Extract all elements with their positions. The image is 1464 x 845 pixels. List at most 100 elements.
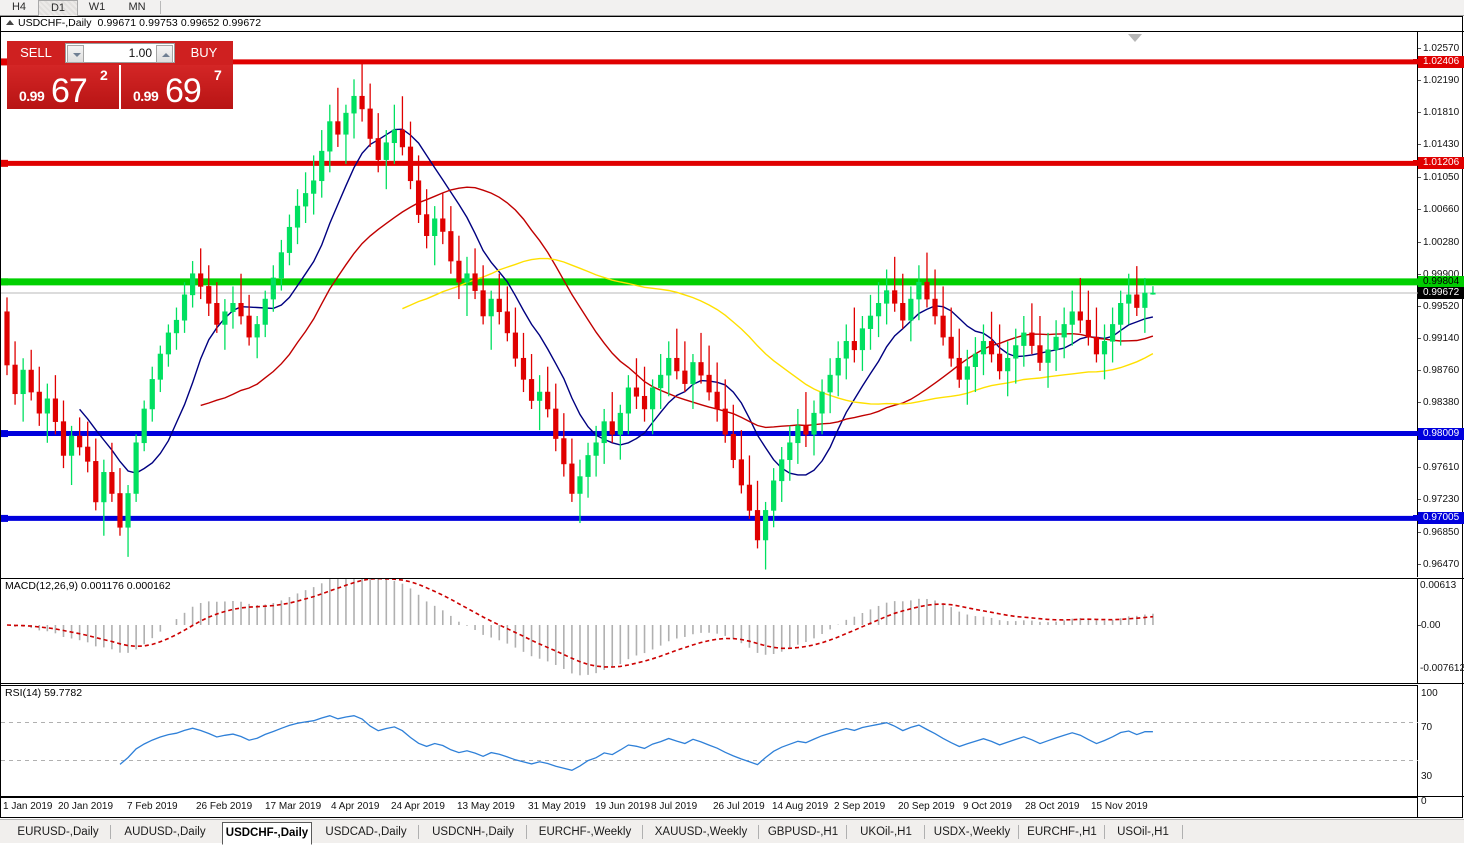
- volume-decrease-button[interactable]: [67, 45, 84, 63]
- price-tick: 0.98380: [1418, 397, 1464, 408]
- tag-nub-icon: [1413, 58, 1418, 64]
- tab-separator: [1104, 825, 1105, 839]
- sell-price-prefix: 0.99: [19, 88, 45, 104]
- rsi-pane[interactable]: RSI(14) 59.7782: [1, 685, 1418, 797]
- tick-dash: [1418, 531, 1421, 533]
- tab-separator: [1182, 825, 1183, 839]
- price-tick: 1.02190: [1418, 75, 1464, 86]
- price-tag-red[interactable]: 1.02406: [1413, 55, 1464, 68]
- chart-tab-usdcnh-4[interactable]: USDCNH-,Daily: [432, 826, 514, 838]
- price-tick-label: 0.99140: [1423, 332, 1460, 344]
- price-tick-label: 1.00280: [1423, 236, 1460, 248]
- chart-tab-eurchf-5[interactable]: EURCHF-,Weekly: [538, 826, 632, 838]
- price-pane[interactable]: [1, 31, 1418, 577]
- macd-tick: -0.007612: [1418, 663, 1464, 674]
- macd-pane[interactable]: MACD(12,26,9) 0.001176 0.000162: [1, 578, 1418, 684]
- price-tick-label: 1.01430: [1423, 139, 1460, 151]
- chart-tab-ukoil-8[interactable]: UKOil-,H1: [860, 826, 912, 838]
- chart-tab-usdcad-3[interactable]: USDCAD-,Daily: [325, 826, 407, 838]
- collapse-triangle-icon[interactable]: [6, 19, 14, 25]
- price-scale[interactable]: 1.02570 1.02190 1.01810 1.01430 1.01050 1.006…: [1413, 31, 1464, 577]
- macd-label: MACD(12,26,9) 0.001176 0.000162: [5, 580, 171, 592]
- rsi-label: RSI(14) 59.7782: [5, 687, 83, 699]
- time-tick-label: 28 Oct 2019: [1025, 801, 1080, 812]
- sell-price-box[interactable]: 0.99 67 2: [7, 65, 119, 110]
- rsi-tick-label: 30: [1421, 771, 1433, 782]
- macd-tick: 0.00613: [1418, 580, 1464, 591]
- chevron-down-icon: [73, 53, 81, 57]
- tab-separator: [418, 825, 419, 839]
- chart-tab-gbpusd-7[interactable]: GBPUSD-,H1: [767, 826, 839, 838]
- price-tick-label: 1.00660: [1423, 204, 1460, 216]
- price-tick-label: 0.98380: [1423, 397, 1460, 409]
- price-tag-red[interactable]: 1.01206: [1413, 157, 1464, 170]
- price-tick: 1.01810: [1418, 107, 1464, 118]
- chart-tab-usoil-11[interactable]: USOil-,H1: [1117, 826, 1169, 838]
- price-tag-blue[interactable]: 0.98009: [1413, 427, 1464, 440]
- chart-tab-usdx-9[interactable]: USDX-,Weekly: [933, 826, 1011, 838]
- time-tick-label: 8 Jul 2019: [651, 801, 698, 812]
- tick-dash: [1418, 80, 1421, 82]
- price-tag-blue[interactable]: 0.97005: [1413, 512, 1464, 525]
- timeframe-mn[interactable]: MN: [128, 1, 146, 13]
- tab-separator: [846, 825, 847, 839]
- tick-dash: [1418, 112, 1421, 114]
- chart-tab-eurusd-0[interactable]: EURUSD-,Daily: [17, 826, 99, 838]
- price-tick-label: 0.97230: [1423, 494, 1460, 506]
- price-tick-label: 0.96850: [1423, 526, 1460, 538]
- tick-dash: [1418, 337, 1421, 339]
- timeframe-d1[interactable]: D1: [38, 0, 78, 16]
- chart-tab-audusd-1[interactable]: AUDUSD-,Daily: [124, 826, 206, 838]
- tick-dash: [1418, 273, 1421, 275]
- buy-price-box[interactable]: 0.99 69 7: [121, 65, 233, 110]
- price-tick: 0.97230: [1418, 494, 1464, 505]
- chart-window: USDCHF-,Daily 0.99671 0.99753 0.99652 0.9…: [0, 16, 1464, 818]
- rsi-tick: 0: [1418, 796, 1464, 807]
- tick-dash: [1418, 305, 1421, 307]
- price-tick: 1.00660: [1418, 204, 1464, 215]
- macd-scale[interactable]: 0.00613 0.00 -0.007612: [1418, 578, 1464, 684]
- timeframe-bar: H4 D1 W1 MN: [0, 0, 1464, 16]
- time-scale[interactable]: 1 Jan 2019 20 Jan 2019 7 Feb 2019 26 Feb 20…: [1, 797, 1418, 817]
- chart-tab-xauusd-6[interactable]: XAUUSD-,Weekly: [654, 826, 748, 838]
- timeframe-w1[interactable]: W1: [88, 1, 106, 13]
- scroll-marker-icon[interactable]: [1128, 34, 1142, 42]
- tag-nub-icon: [1413, 278, 1418, 284]
- macd-tick-label: 0.00: [1421, 620, 1441, 631]
- price-tag-green[interactable]: 0.99804: [1413, 275, 1464, 288]
- tick-dash: [1418, 625, 1421, 626]
- buy-button[interactable]: BUY: [175, 41, 233, 65]
- volume-input[interactable]: 1.00: [65, 43, 175, 63]
- sell-button[interactable]: SELL: [7, 41, 65, 65]
- one-click-trading-panel[interactable]: SELL 1.00 BUY 0.99 67 2 0.99 69 7: [7, 41, 233, 110]
- time-tick-label: 20 Jan 2019: [58, 801, 114, 812]
- tick-dash: [1418, 499, 1421, 501]
- time-tick-label: 1 Jan 2019: [3, 801, 53, 812]
- tab-separator: [110, 825, 111, 839]
- tag-nub-icon: [1413, 160, 1418, 166]
- price-tag-black[interactable]: 0.99672: [1418, 286, 1464, 299]
- price-tick: 1.02570: [1418, 43, 1464, 54]
- tick-dash: [1418, 467, 1421, 469]
- chart-tab-eurchf-10[interactable]: EURCHF-,H1: [1027, 826, 1097, 838]
- price-tick-label: 0.99900: [1423, 268, 1460, 280]
- time-tick-label: 2 Sep 2019: [834, 801, 886, 812]
- tab-separator: [924, 825, 925, 839]
- price-tick: 0.99140: [1418, 333, 1464, 344]
- tick-dash: [1418, 241, 1421, 243]
- price-tick-label: 1.01810: [1423, 107, 1460, 119]
- tick-dash: [1418, 563, 1421, 565]
- price-tick: 0.99520: [1418, 301, 1464, 312]
- tab-separator: [758, 825, 759, 839]
- volume-increase-button[interactable]: [156, 45, 173, 63]
- rsi-scale[interactable]: 100 70 30 0: [1418, 685, 1464, 807]
- rsi-tick-label: 0: [1421, 796, 1427, 807]
- buy-price-sup: 7: [214, 67, 222, 83]
- tick-dash: [1418, 48, 1421, 50]
- time-tick-label: 19 Jun 2019: [595, 801, 651, 812]
- timeframe-h4[interactable]: H4: [11, 1, 27, 13]
- time-tick-label: 9 Oct 2019: [963, 801, 1012, 812]
- sell-price-big: 67: [51, 72, 88, 110]
- chart-tab-usdchf-2[interactable]: USDCHF-,Daily: [222, 822, 312, 845]
- rsi-tick-label: 70: [1421, 722, 1433, 733]
